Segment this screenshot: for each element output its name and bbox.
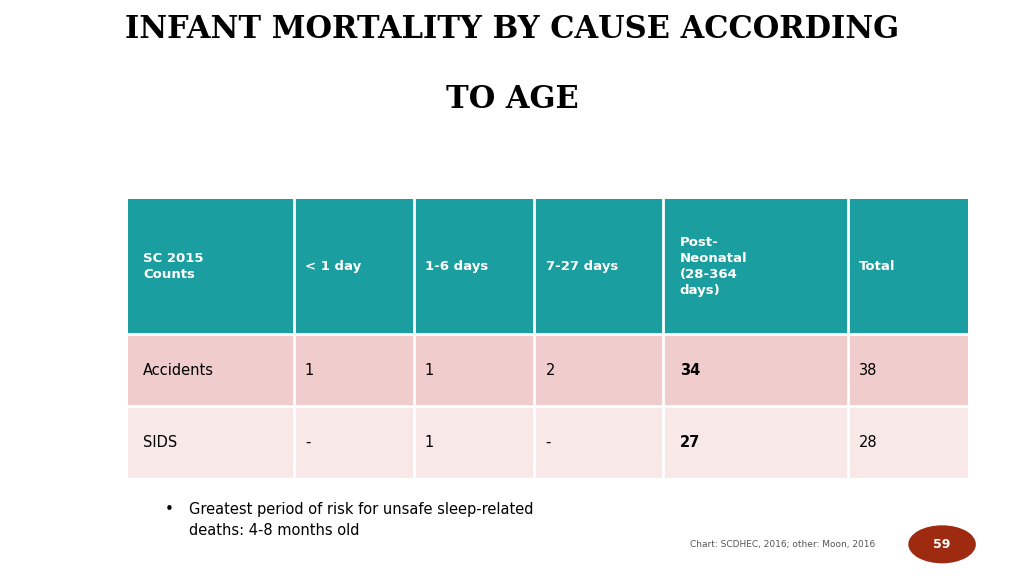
Text: INFANT MORTALITY BY CAUSE ACCORDING: INFANT MORTALITY BY CAUSE ACCORDING xyxy=(125,14,899,46)
FancyBboxPatch shape xyxy=(128,199,294,334)
FancyBboxPatch shape xyxy=(128,406,294,478)
Text: 1: 1 xyxy=(425,362,434,378)
Text: 1: 1 xyxy=(305,362,314,378)
Text: 38: 38 xyxy=(858,362,877,378)
Text: 34: 34 xyxy=(680,362,700,378)
Text: -: - xyxy=(305,434,310,450)
Text: 27: 27 xyxy=(680,434,700,450)
FancyBboxPatch shape xyxy=(294,334,414,406)
Text: Post-
Neonatal
(28-364
days): Post- Neonatal (28-364 days) xyxy=(680,236,748,297)
Circle shape xyxy=(908,525,976,563)
Text: 2: 2 xyxy=(546,362,555,378)
FancyBboxPatch shape xyxy=(128,334,294,406)
FancyBboxPatch shape xyxy=(414,334,534,406)
Text: Accidents: Accidents xyxy=(143,362,214,378)
FancyBboxPatch shape xyxy=(534,406,664,478)
FancyBboxPatch shape xyxy=(848,199,968,334)
Text: SC 2015
Counts: SC 2015 Counts xyxy=(143,252,204,281)
Text: -: - xyxy=(546,434,551,450)
Text: 7-27 days: 7-27 days xyxy=(546,260,617,273)
Text: 1: 1 xyxy=(425,434,434,450)
Text: TO AGE: TO AGE xyxy=(445,84,579,115)
FancyBboxPatch shape xyxy=(848,406,968,478)
FancyBboxPatch shape xyxy=(534,199,664,334)
Text: 1-6 days: 1-6 days xyxy=(425,260,488,273)
FancyBboxPatch shape xyxy=(294,406,414,478)
FancyBboxPatch shape xyxy=(664,199,848,334)
FancyBboxPatch shape xyxy=(414,199,534,334)
FancyBboxPatch shape xyxy=(664,334,848,406)
Text: SIDS: SIDS xyxy=(143,434,177,450)
FancyBboxPatch shape xyxy=(848,334,968,406)
Text: < 1 day: < 1 day xyxy=(305,260,361,273)
Text: •: • xyxy=(165,502,173,517)
FancyBboxPatch shape xyxy=(664,406,848,478)
FancyBboxPatch shape xyxy=(534,334,664,406)
FancyBboxPatch shape xyxy=(414,406,534,478)
FancyBboxPatch shape xyxy=(294,199,414,334)
Text: 59: 59 xyxy=(934,538,950,551)
Text: Greatest period of risk for unsafe sleep-related
deaths: 4-8 months old: Greatest period of risk for unsafe sleep… xyxy=(189,502,534,538)
Text: Chart: SCDHEC, 2016; other: Moon, 2016: Chart: SCDHEC, 2016; other: Moon, 2016 xyxy=(690,540,876,549)
Text: Total: Total xyxy=(858,260,895,273)
Text: 28: 28 xyxy=(858,434,878,450)
